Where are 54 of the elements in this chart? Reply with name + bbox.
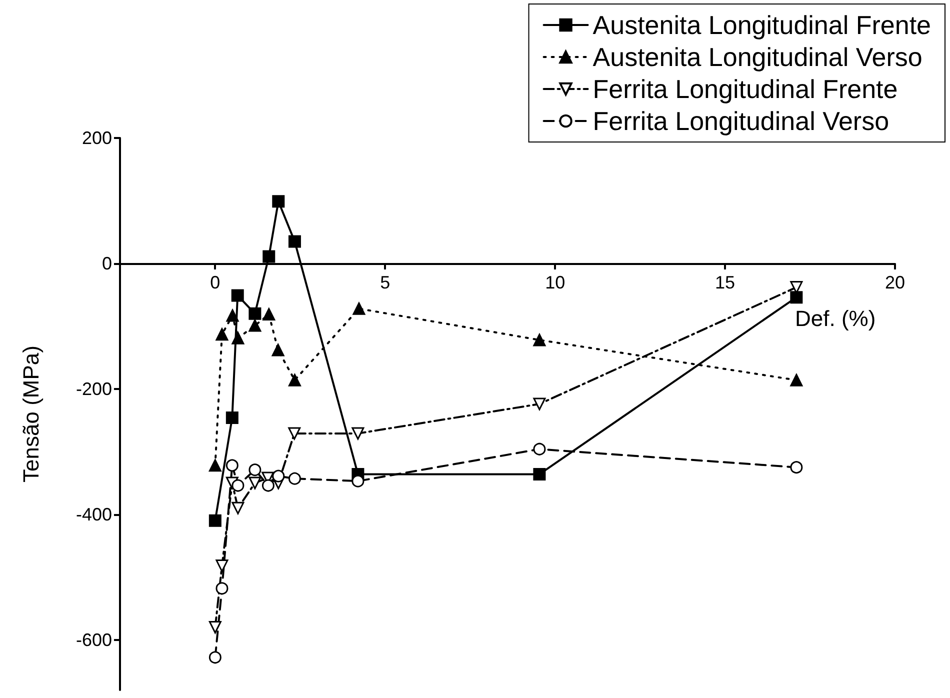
point [288,374,301,386]
x-axis-title: Def. (%) [795,306,876,331]
point [352,474,364,488]
point [208,651,222,664]
point [262,308,276,321]
point [216,582,228,595]
y-tick-label: 0 [102,253,112,274]
y-axis-title: Tensão (MPa) [18,346,44,482]
point [288,235,301,248]
point [262,479,274,492]
point [232,479,244,492]
point [231,289,244,302]
y-tick-label: -400 [76,504,112,524]
point [232,502,244,514]
point [208,459,222,472]
point [790,291,803,304]
point [790,461,803,474]
point [533,398,546,410]
legend-label: Austenita Longitudinal Frente [592,10,932,40]
point [232,332,244,344]
point [533,468,546,480]
point [226,459,238,472]
x-tick-label: 10 [545,272,566,292]
point [288,472,301,485]
y-tick-label: -600 [76,630,112,650]
y-tick-label: -200 [76,378,112,399]
x-tick-label: 15 [715,272,736,292]
point [248,476,262,490]
point [216,328,228,341]
point [248,307,262,320]
y-tick-label: 200 [82,128,112,148]
x-tick-label: 20 [884,272,906,292]
legend-label: Austenita Longitudinal Verso [592,42,922,72]
legend-label: Ferrita Longitudinal Verso [592,106,890,136]
point [208,514,222,527]
point [272,470,285,482]
point [248,319,262,332]
point [272,344,284,356]
point [216,560,228,572]
point [352,302,366,315]
point [533,442,546,456]
point [262,250,276,263]
point [288,427,301,440]
x-tick-label: 5 [380,272,390,292]
point [208,621,222,634]
point [790,374,803,386]
point [226,412,238,424]
point [352,427,364,440]
point [272,195,285,208]
x-tick-label: 0 [210,272,220,292]
legend-label: Ferrita Longitudinal Frente [592,74,898,104]
point [248,464,262,476]
point [533,334,546,346]
point [226,309,239,322]
